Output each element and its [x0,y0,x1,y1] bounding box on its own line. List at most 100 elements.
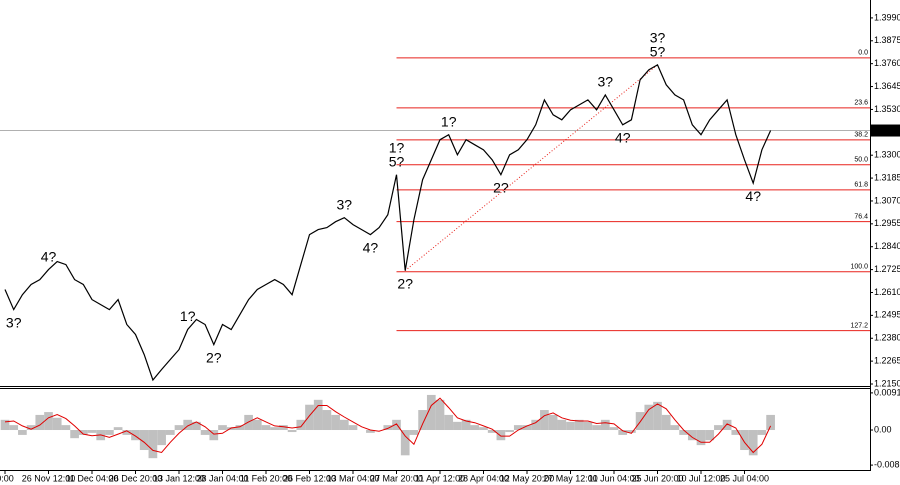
macd-bar [426,394,436,431]
macd-bar [731,430,741,435]
macd-bar [139,430,149,451]
y-tick-label: 1.2380 [874,333,900,343]
macd-bar [540,410,549,431]
last-price-label: 1.3424 [874,125,900,135]
macd-bar [157,430,166,446]
macd-bar [592,425,601,431]
macd-bar [183,419,193,431]
y-tick-label: 1.3530 [874,104,900,114]
x-tick-label: 26 Dec 20:00 [109,473,163,483]
signal-line [4,397,772,454]
trend-line [404,64,658,271]
macd-bar [522,425,532,431]
macd-bar [148,430,158,459]
x-tick-label: 25 Jun 20:00 [631,473,683,483]
y-tick-label: 1.3990 [874,12,900,22]
macd-bar [174,425,184,431]
price-line [4,64,772,382]
macd-bar [505,430,514,433]
macd-bar [531,419,541,431]
fib-label: 0.0 [858,50,868,57]
macd-bar [644,404,654,431]
macd-bar [418,410,427,431]
x-tick-label: 27 May 12:00 [543,473,598,483]
macd-bar [305,404,314,431]
macd-bar [209,430,219,441]
macd-bar [566,421,575,431]
macd-bar [609,427,619,431]
fib-label: 50.0 [854,157,868,164]
wave-label: 4? [745,188,761,204]
macd-bar [322,410,332,431]
macd-bar [574,419,584,431]
macd-bar [35,414,45,431]
macd-bar [70,430,79,439]
macd-bar [679,430,688,435]
macd-bar [44,412,53,431]
y-tick-label: 1.3760 [874,58,900,68]
y-tick-label: 1.3645 [874,81,900,91]
last-price-box [871,124,900,137]
x-tick-label: 27 Mar 20:00 [370,473,423,483]
wave-label: 2? [206,349,222,365]
macd-bar [26,425,36,431]
fib-label: 127.2 [850,323,868,330]
y-tick-label: 1.2495 [874,310,900,320]
macd-bar [331,414,340,431]
wave-label: 2? [397,275,413,291]
macd-bar [122,430,132,435]
macd-bar [400,430,410,456]
fib-label: 61.8 [854,182,868,189]
macd-bar [714,425,723,431]
y-tick-label: 0.00 [874,424,892,434]
y-tick-label: -0.0086 [874,459,900,469]
wave-label: 3? [6,314,22,330]
macd-bar [618,430,628,435]
y-tick-label: 1.3300 [874,150,900,160]
wave-label: 4? [615,129,631,145]
fib-label: 38.2 [854,132,868,139]
macd-bar [392,419,401,431]
macd-bar [18,430,27,435]
macd-bar [687,430,697,441]
x-tick-label: 13 Jan 12:00 [153,473,205,483]
fib-label: 100.0 [850,264,868,271]
macd-bar [705,430,715,441]
macd-bar [61,425,71,431]
fib-label: 23.6 [854,100,868,107]
macd-bar [470,425,480,431]
macd-bar [78,430,88,435]
x-tick-label: 26 Nov 12:00 [22,473,76,483]
macd-bar [479,427,488,431]
macd-bar [757,430,767,435]
y-tick-label: 1.2265 [874,356,900,366]
macd-bar [409,430,419,435]
wave-label: 3? [650,30,666,46]
macd-bar [287,430,297,433]
wave-label: 5? [650,44,666,60]
macd-bar [748,430,758,456]
y-tick-label: 1.3185 [874,172,900,182]
macd-bar [9,425,19,431]
macd-bar [192,421,201,431]
wave-label: 4? [41,248,57,264]
wave-label: 3? [598,74,614,90]
macd-bar [513,425,523,431]
x-tick-label: 11 Feb 20:00 [240,473,292,483]
macd-bar [113,427,123,431]
y-tick-label: 1.2150 [874,378,900,388]
macd-bar [226,427,236,431]
x-tick-label: 10 Jul 12:00 [676,473,725,483]
macd-bar [339,419,349,431]
wave-label: 1? [389,139,405,155]
y-tick-label: 1.2610 [874,287,900,297]
macd-bar [0,419,10,431]
macd-bar [627,430,636,433]
macd-bar [557,419,567,431]
x-tick-label: 11 Apr 12:00 [415,473,465,483]
macd-bar [653,401,662,431]
macd-bar [661,414,671,431]
